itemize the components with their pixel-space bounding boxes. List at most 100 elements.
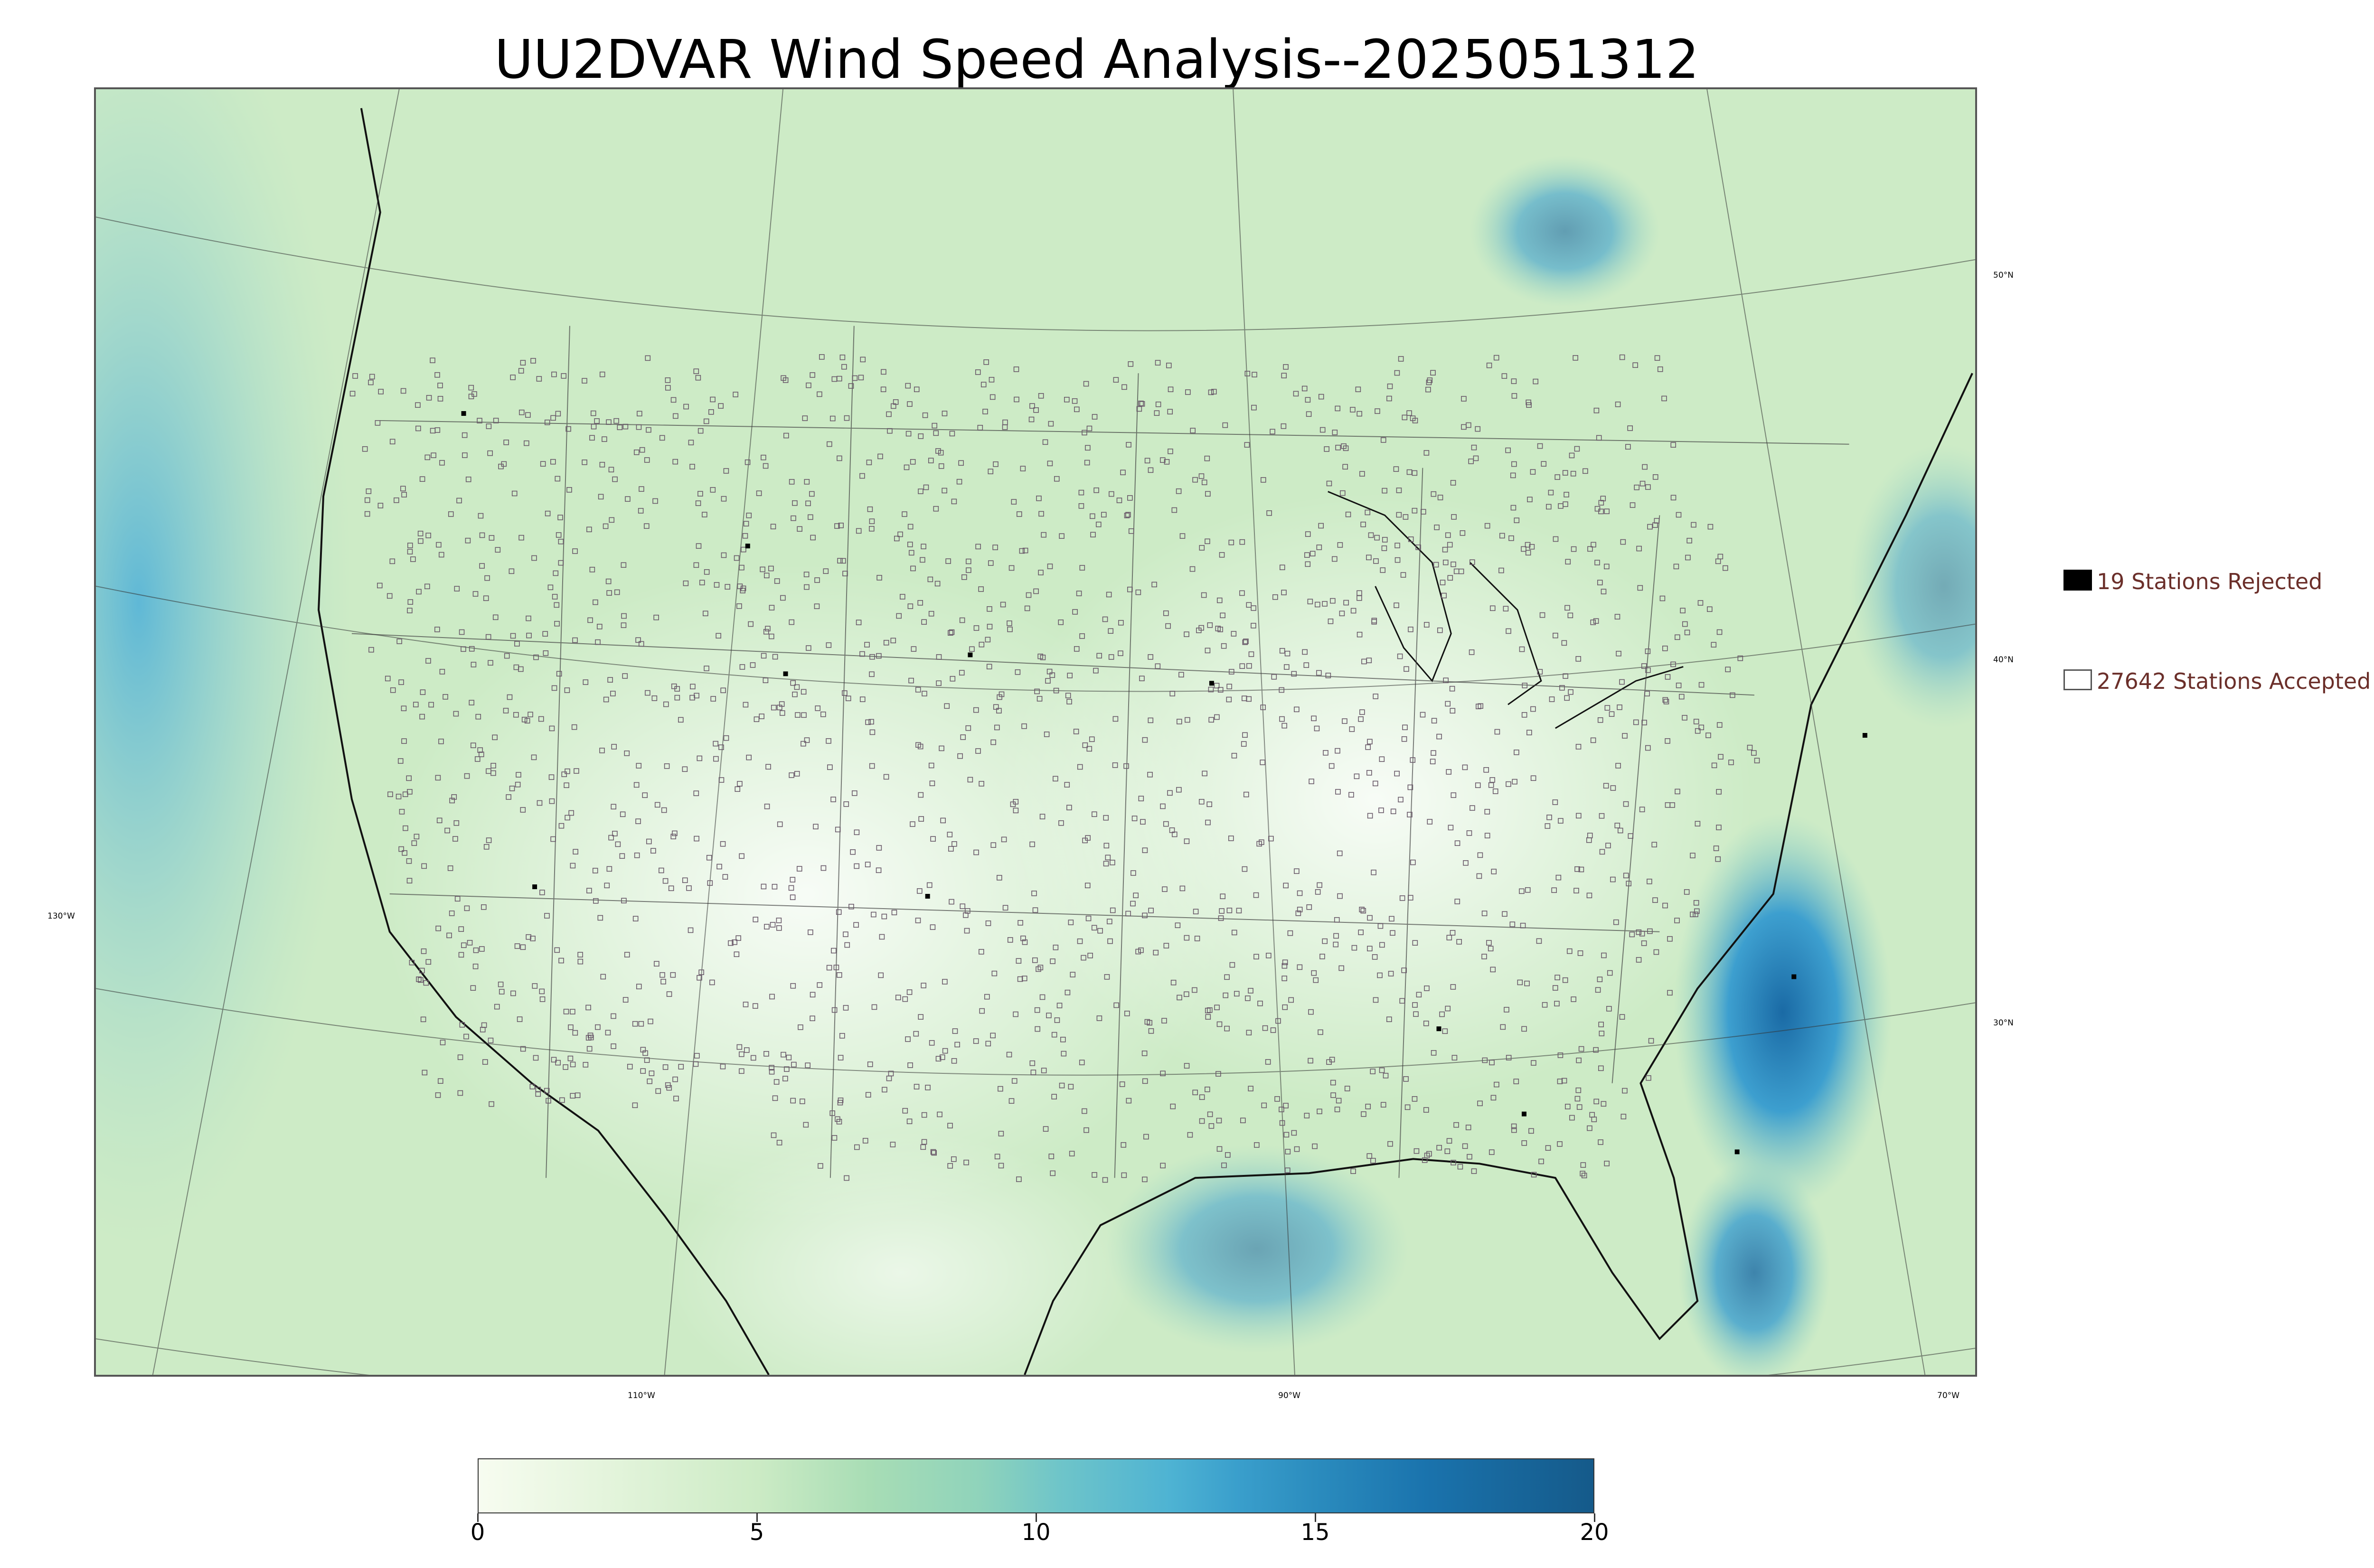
station-accepted-marker [1077, 938, 1083, 944]
station-accepted-marker [640, 1068, 646, 1074]
station-accepted-marker [1038, 570, 1044, 575]
station-accepted-marker [795, 712, 801, 718]
station-accepted-marker [951, 1058, 957, 1064]
station-accepted-marker [1127, 495, 1133, 501]
station-accepted-marker [1308, 1058, 1313, 1064]
station-accepted-marker [1661, 395, 1667, 402]
station-accepted-marker [619, 853, 625, 859]
station-accepted-marker [1305, 397, 1311, 403]
station-accepted-marker [605, 578, 612, 584]
station-accepted-marker [1587, 1125, 1592, 1131]
station-accepted-marker [1086, 425, 1093, 432]
station-accepted-marker [900, 594, 905, 600]
station-accepted-marker [398, 846, 404, 852]
station-accepted-marker [572, 1030, 578, 1036]
station-accepted-marker [1488, 782, 1494, 788]
station-rejected-marker [745, 544, 750, 549]
station-accepted-marker [539, 988, 545, 995]
station-accepted-marker [1049, 672, 1055, 678]
station-accepted-marker [1416, 992, 1422, 998]
station-accepted-marker [987, 606, 992, 612]
station-accepted-marker [1172, 831, 1178, 837]
station-accepted-marker [718, 777, 725, 783]
station-accepted-marker [868, 719, 874, 725]
station-accepted-marker [1151, 582, 1157, 588]
station-accepted-marker [772, 654, 778, 660]
station-accepted-marker [925, 1085, 931, 1090]
station-accepted-marker [555, 411, 561, 417]
station-accepted-marker [1002, 905, 1008, 911]
map-panel[interactable] [94, 87, 1977, 1377]
station-accepted-marker [923, 484, 929, 490]
station-accepted-marker [413, 702, 419, 707]
station-accepted-marker [975, 544, 981, 550]
station-accepted-marker [570, 1009, 575, 1014]
colorbar-tick-label: 0 [470, 1519, 485, 1546]
station-accepted-marker [594, 418, 600, 424]
station-accepted-marker [781, 375, 786, 381]
station-accepted-marker [683, 404, 689, 410]
station-accepted-marker [1396, 488, 1402, 493]
station-accepted-marker [918, 488, 923, 494]
station-accepted-marker [1545, 823, 1551, 829]
station-accepted-marker [471, 742, 476, 748]
station-accepted-marker [1044, 732, 1050, 737]
station-accepted-marker [993, 461, 999, 467]
station-accepted-marker [668, 885, 674, 892]
station-accepted-marker [1500, 1024, 1506, 1030]
station-accepted-marker [1335, 405, 1341, 412]
station-accepted-marker [609, 517, 615, 523]
station-accepted-marker [1337, 850, 1343, 856]
station-accepted-marker [728, 940, 734, 946]
station-accepted-marker [1675, 789, 1680, 795]
station-accepted-marker [1184, 1063, 1190, 1069]
station-accepted-marker [1155, 360, 1161, 366]
station-accepted-marker [907, 542, 913, 547]
station-accepted-marker [635, 818, 641, 824]
station-accepted-marker [957, 753, 963, 759]
station-accepted-marker [1402, 414, 1408, 421]
station-accepted-marker [1133, 892, 1139, 898]
station-accepted-marker [947, 1163, 953, 1169]
station-accepted-marker [477, 747, 483, 753]
station-accepted-marker [447, 865, 453, 871]
station-accepted-marker [1553, 536, 1559, 542]
station-accepted-marker [1313, 977, 1319, 983]
station-accepted-marker [1123, 763, 1129, 769]
station-accepted-marker [998, 1163, 1004, 1169]
station-accepted-marker [890, 1142, 896, 1147]
station-accepted-marker [1355, 386, 1361, 393]
station-accepted-marker [1377, 972, 1383, 978]
station-accepted-marker [582, 378, 587, 384]
station-accepted-marker [638, 1021, 644, 1027]
station-accepted-marker [1651, 842, 1658, 847]
station-accepted-marker [1144, 458, 1150, 464]
station-accepted-marker [539, 890, 545, 895]
station-accepted-marker [1462, 1143, 1468, 1149]
station-accepted-marker [1431, 750, 1436, 756]
station-accepted-marker [1636, 929, 1642, 935]
station-accepted-marker [735, 786, 741, 792]
station-accepted-marker [1494, 729, 1500, 735]
station-accepted-marker [1021, 976, 1027, 981]
station-accepted-marker [1473, 455, 1479, 461]
station-accepted-marker [1647, 524, 1653, 530]
station-accepted-marker [965, 908, 970, 914]
station-accepted-marker [670, 834, 677, 839]
station-accepted-marker [575, 1092, 581, 1099]
station-accepted-marker [1284, 650, 1291, 657]
station-accepted-marker [1521, 546, 1526, 552]
station-accepted-marker [1597, 717, 1603, 723]
station-accepted-marker [990, 1033, 996, 1039]
station-accepted-marker [1189, 566, 1196, 572]
station-accepted-marker [1248, 988, 1253, 994]
station-accepted-marker [1615, 763, 1621, 769]
station-accepted-marker [1562, 470, 1568, 476]
station-accepted-marker [518, 535, 524, 541]
station-accepted-marker [498, 463, 504, 469]
station-accepted-marker [920, 557, 925, 563]
station-accepted-marker [635, 637, 641, 643]
station-accepted-marker [769, 1069, 775, 1075]
station-accepted-marker [1148, 654, 1153, 660]
station-accepted-marker [830, 797, 836, 802]
